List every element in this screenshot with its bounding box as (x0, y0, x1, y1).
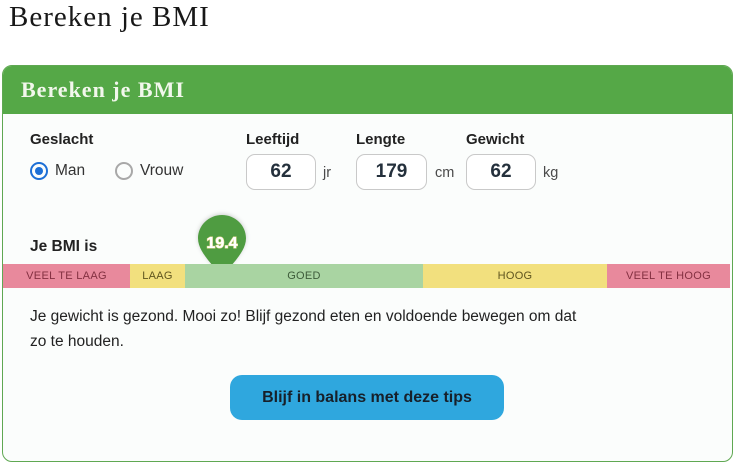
svg-text:19.4: 19.4 (206, 235, 237, 252)
